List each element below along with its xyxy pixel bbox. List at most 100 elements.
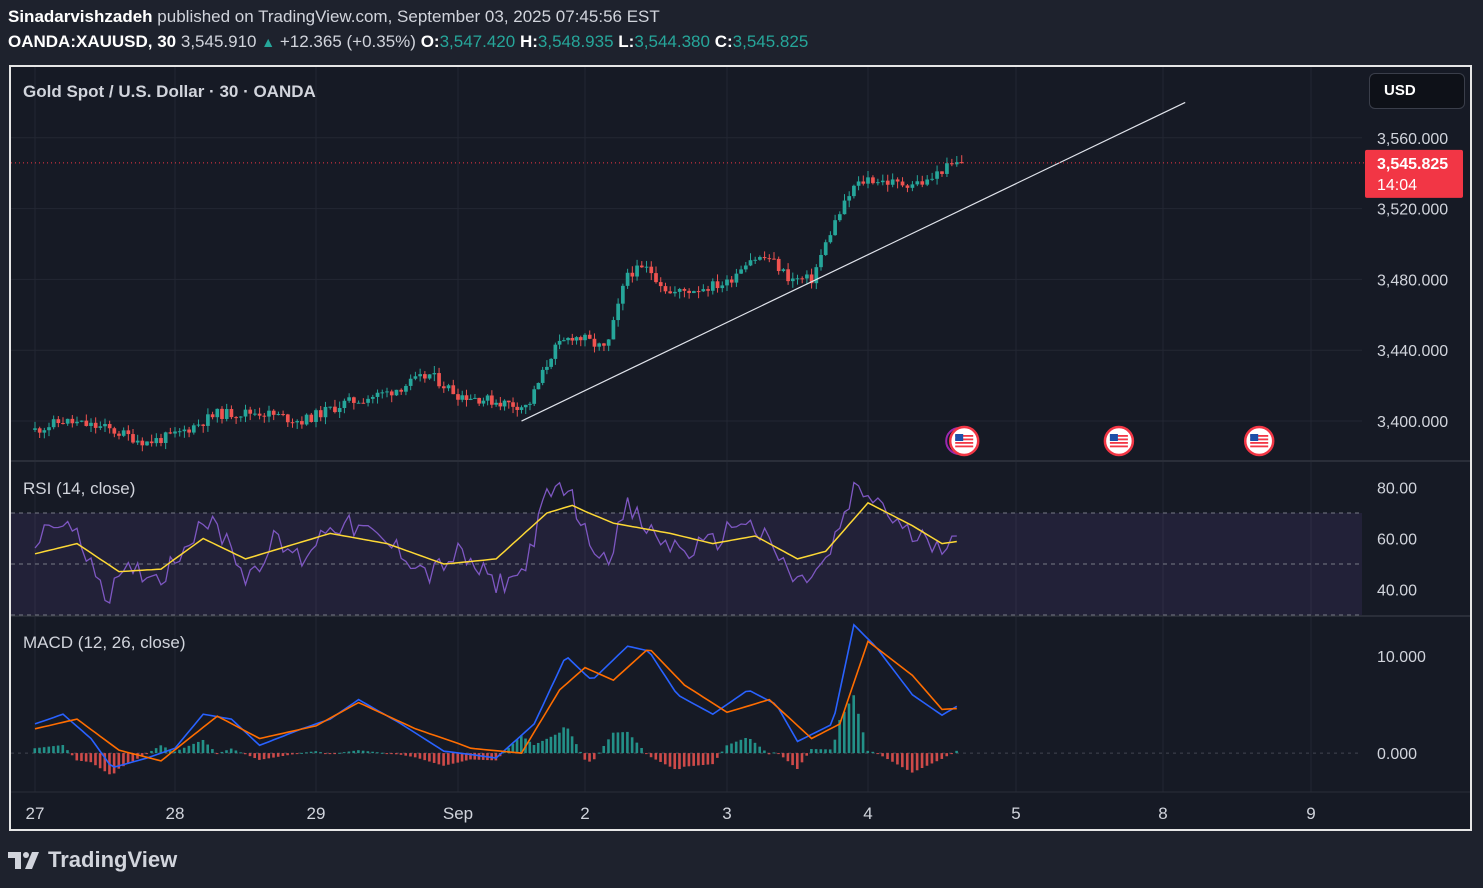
macd-histogram-bar [164, 747, 167, 754]
macd-histogram-bar [220, 751, 224, 754]
candle-body [748, 260, 753, 266]
candle-body [925, 179, 930, 185]
macd-histogram-bar [376, 752, 379, 754]
flag-stripe [955, 438, 974, 441]
author-name[interactable]: Sinadarvishzadeh [8, 7, 153, 26]
macd-histogram-bar [187, 745, 191, 754]
rsi-tick-label: 40.00 [1377, 583, 1417, 600]
macd-histogram-bar [460, 753, 464, 762]
macd-histogram-bar [267, 753, 271, 759]
flag-stripe [1250, 442, 1269, 444]
macd-histogram-bar [201, 739, 205, 754]
candle-body [33, 428, 37, 430]
macd-histogram-bar [239, 752, 242, 754]
candle-body [847, 196, 852, 201]
candle-body [587, 334, 592, 339]
macd-histogram-bar [305, 752, 308, 754]
price-badge [1365, 149, 1463, 198]
candle-body [196, 424, 201, 426]
candle-body [805, 274, 809, 279]
candle-body [423, 374, 427, 379]
macd-histogram-bar [711, 753, 714, 765]
macd-histogram-bar [494, 753, 498, 761]
macd-histogram-bar [469, 753, 472, 760]
macd-histogram-bar [272, 753, 275, 758]
flag-stripe [955, 435, 974, 437]
candle-body [833, 220, 837, 236]
candle-body [304, 414, 309, 425]
candle-body [625, 272, 630, 286]
candle-body [441, 386, 446, 389]
candle-body [131, 434, 135, 443]
candle-body [380, 392, 385, 394]
macd-histogram-bar [215, 753, 219, 755]
candle-body [328, 406, 333, 408]
candle-body [781, 269, 786, 272]
macd-histogram-bar [75, 753, 79, 761]
last-price: 3,545.910 [180, 32, 257, 51]
macd-histogram-bar [597, 752, 601, 754]
macd-histogram-bar [423, 753, 426, 761]
macd-histogram-bar [852, 695, 855, 754]
candle-body [464, 395, 469, 400]
macd-histogram-bar [592, 753, 596, 760]
candle-body [477, 397, 482, 404]
macd-histogram-bar [503, 752, 506, 754]
candle-body [79, 420, 84, 422]
candle-body [540, 369, 545, 383]
candle-body [103, 424, 107, 427]
candle-body [809, 274, 814, 284]
us-flag-icon [1103, 425, 1135, 457]
macd-histogram-bar [725, 745, 729, 754]
price-tick-label: 3,440.000 [1377, 343, 1448, 360]
candle-body [687, 290, 691, 294]
time-tick-label: 29 [307, 804, 326, 823]
candle-body [337, 408, 342, 413]
candle-body [182, 429, 187, 432]
candle-body [281, 414, 285, 416]
macd-histogram-bar [734, 741, 738, 754]
currency-button[interactable]: USD [1369, 73, 1465, 109]
candle-body [866, 177, 870, 184]
macd-histogram-bar [749, 738, 752, 754]
candle-body [93, 422, 98, 428]
chart-canvas[interactable]: 3,400.000 3,440.000 3,480.000 3,520.000 3,56… [11, 67, 1470, 829]
candle-body [842, 200, 847, 215]
macd-histogram-bar [824, 749, 827, 754]
macd-histogram-bar [229, 748, 233, 754]
candle-body [56, 419, 61, 424]
candle-body [173, 431, 177, 434]
chart-frame[interactable]: 3,400.000 3,440.000 3,480.000 3,520.000 3,56… [9, 65, 1472, 831]
macd-histogram-bar [122, 753, 125, 767]
macd-histogram-bar [314, 751, 318, 754]
macd-histogram-bar [253, 753, 256, 759]
macd-histogram-bar [47, 746, 51, 754]
candle-body [432, 373, 437, 375]
time-tick-label: 4 [863, 804, 872, 823]
candle-body [248, 409, 253, 414]
high-value: 3,548.935 [537, 32, 614, 51]
macd-histogram-bar [935, 753, 939, 762]
candle-body [149, 441, 154, 444]
candle-body [84, 420, 89, 426]
candle-body [915, 181, 920, 185]
macd-histogram-bar [442, 753, 445, 766]
macd-histogram-bar [621, 732, 624, 754]
candle-body [65, 418, 70, 424]
macd-histogram-bar [338, 752, 341, 754]
low-value: 3,544.380 [634, 32, 710, 51]
macd-histogram-bar [814, 749, 818, 754]
candle-body [117, 433, 121, 436]
candle-body [611, 320, 616, 340]
macd-histogram-bar [781, 753, 785, 758]
candle-body [356, 402, 361, 404]
candle-body [890, 179, 895, 185]
candle-body [145, 441, 149, 446]
macd-histogram-bar [428, 753, 431, 762]
macd-histogram-bar [380, 752, 384, 754]
macd-histogram-bar [286, 753, 289, 756]
footer-brand: TradingView [48, 847, 178, 872]
candle-body [549, 358, 553, 367]
macd-histogram-bar [701, 753, 705, 765]
flag-stripe [1109, 438, 1128, 441]
